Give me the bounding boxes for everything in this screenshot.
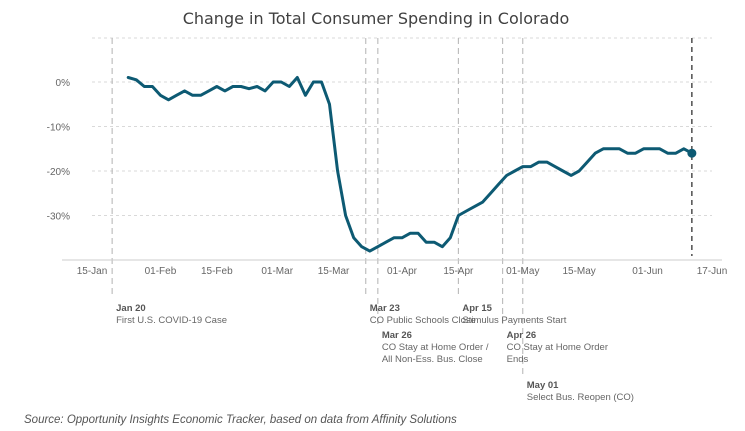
- x-tick-label: 15-May: [562, 266, 595, 277]
- x-tick-label: 15-Mar: [318, 266, 350, 277]
- event-description-line2: All Non-Ess. Bus. Close: [382, 354, 483, 365]
- series-line: [126, 76, 694, 253]
- event-description-line2: Ends: [507, 354, 529, 365]
- x-tick-label: 01-May: [506, 266, 539, 277]
- x-tick-label: 01-Feb: [145, 266, 177, 277]
- event-date-label: Apr 15: [462, 303, 492, 314]
- event-description: CO Stay at Home Order /: [382, 342, 489, 353]
- event-date-label: Jan 20: [116, 303, 146, 314]
- event-description: CO Stay at Home Order: [507, 342, 608, 353]
- series: [126, 76, 697, 253]
- y-tick-label: -10%: [47, 123, 70, 134]
- event-date-label: May 01: [527, 380, 559, 391]
- x-tick-label: 17-Jun: [697, 266, 728, 277]
- x-tick-label: 15-Apr: [443, 266, 474, 277]
- event-date-label: Apr 26: [507, 330, 537, 341]
- event-description: Select Bus. Reopen (CO): [527, 392, 634, 403]
- x-tick-label: 01-Apr: [387, 266, 418, 277]
- axes: 0% -10% -20% -30% 15-Jan 01-Feb 15-Feb 01-Mar 15…: [47, 78, 728, 277]
- grid: [92, 37, 712, 216]
- y-tick-label: -30%: [47, 212, 70, 223]
- event-date-label: Mar 23: [370, 303, 400, 314]
- x-tick-label: 01-Mar: [261, 266, 293, 277]
- event-description: Stimulus Payments Start: [462, 315, 566, 326]
- chart-title: Change in Total Consumer Spending in Col…: [183, 9, 570, 28]
- event-description: CO Public Schools Close: [370, 315, 476, 326]
- event-description: First U.S. COVID-19 Case: [116, 315, 227, 326]
- x-tick-label: 15-Jan: [77, 266, 108, 277]
- y-tick-label: 0%: [56, 78, 71, 89]
- x-tick-label: 01-Jun: [632, 266, 663, 277]
- latest-point: [687, 148, 697, 158]
- y-tick-label: -20%: [47, 167, 70, 178]
- event-date-label: Mar 26: [382, 330, 412, 341]
- x-tick-label: 15-Feb: [201, 266, 233, 277]
- source-note: Source: Opportunity Insights Economic Tr…: [24, 414, 457, 426]
